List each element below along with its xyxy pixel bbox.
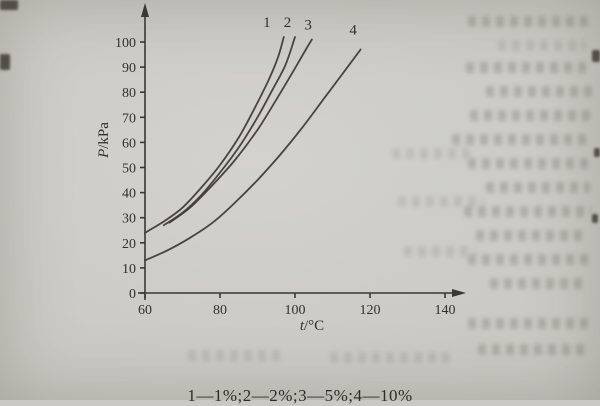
y-tick-label: 80 — [122, 86, 136, 101]
y-axis-label: P/kPa — [96, 122, 112, 159]
y-tick-label: 50 — [122, 162, 136, 177]
x-tick-label: 120 — [360, 303, 381, 318]
x-axis-arrow — [452, 289, 466, 297]
x-tick-label: 100 — [285, 303, 306, 318]
curve-label-3: 3 — [304, 17, 312, 33]
x-tick-label: 80 — [213, 303, 227, 318]
x-tick-label: 60 — [138, 303, 152, 318]
curve-label-2: 2 — [284, 15, 292, 31]
x-axis-label: t/°C — [300, 318, 324, 334]
curve-2 — [162, 36, 296, 227]
y-tick-label: 10 — [122, 262, 136, 277]
y-tick-label: 70 — [122, 111, 136, 126]
chart-caption: 1—1%;2—2%;3—5%;4—10% — [187, 386, 413, 405]
curve-3 — [168, 38, 313, 224]
y-tick-label: 20 — [122, 237, 136, 252]
y-tick-label: 100 — [115, 36, 136, 51]
x-tick-label: 140 — [435, 303, 456, 318]
y-tick-label: 60 — [122, 136, 136, 151]
y-tick-label: 40 — [122, 187, 136, 202]
y-tick-label: 30 — [122, 212, 136, 227]
curve-label-4: 4 — [349, 22, 357, 38]
y-tick-label: 0 — [129, 287, 136, 302]
curve-1 — [144, 36, 285, 234]
y-tick-label: 90 — [122, 61, 136, 76]
curve-4 — [144, 48, 362, 262]
curve-label-1: 1 — [263, 15, 271, 31]
y-axis-arrow — [141, 3, 149, 17]
